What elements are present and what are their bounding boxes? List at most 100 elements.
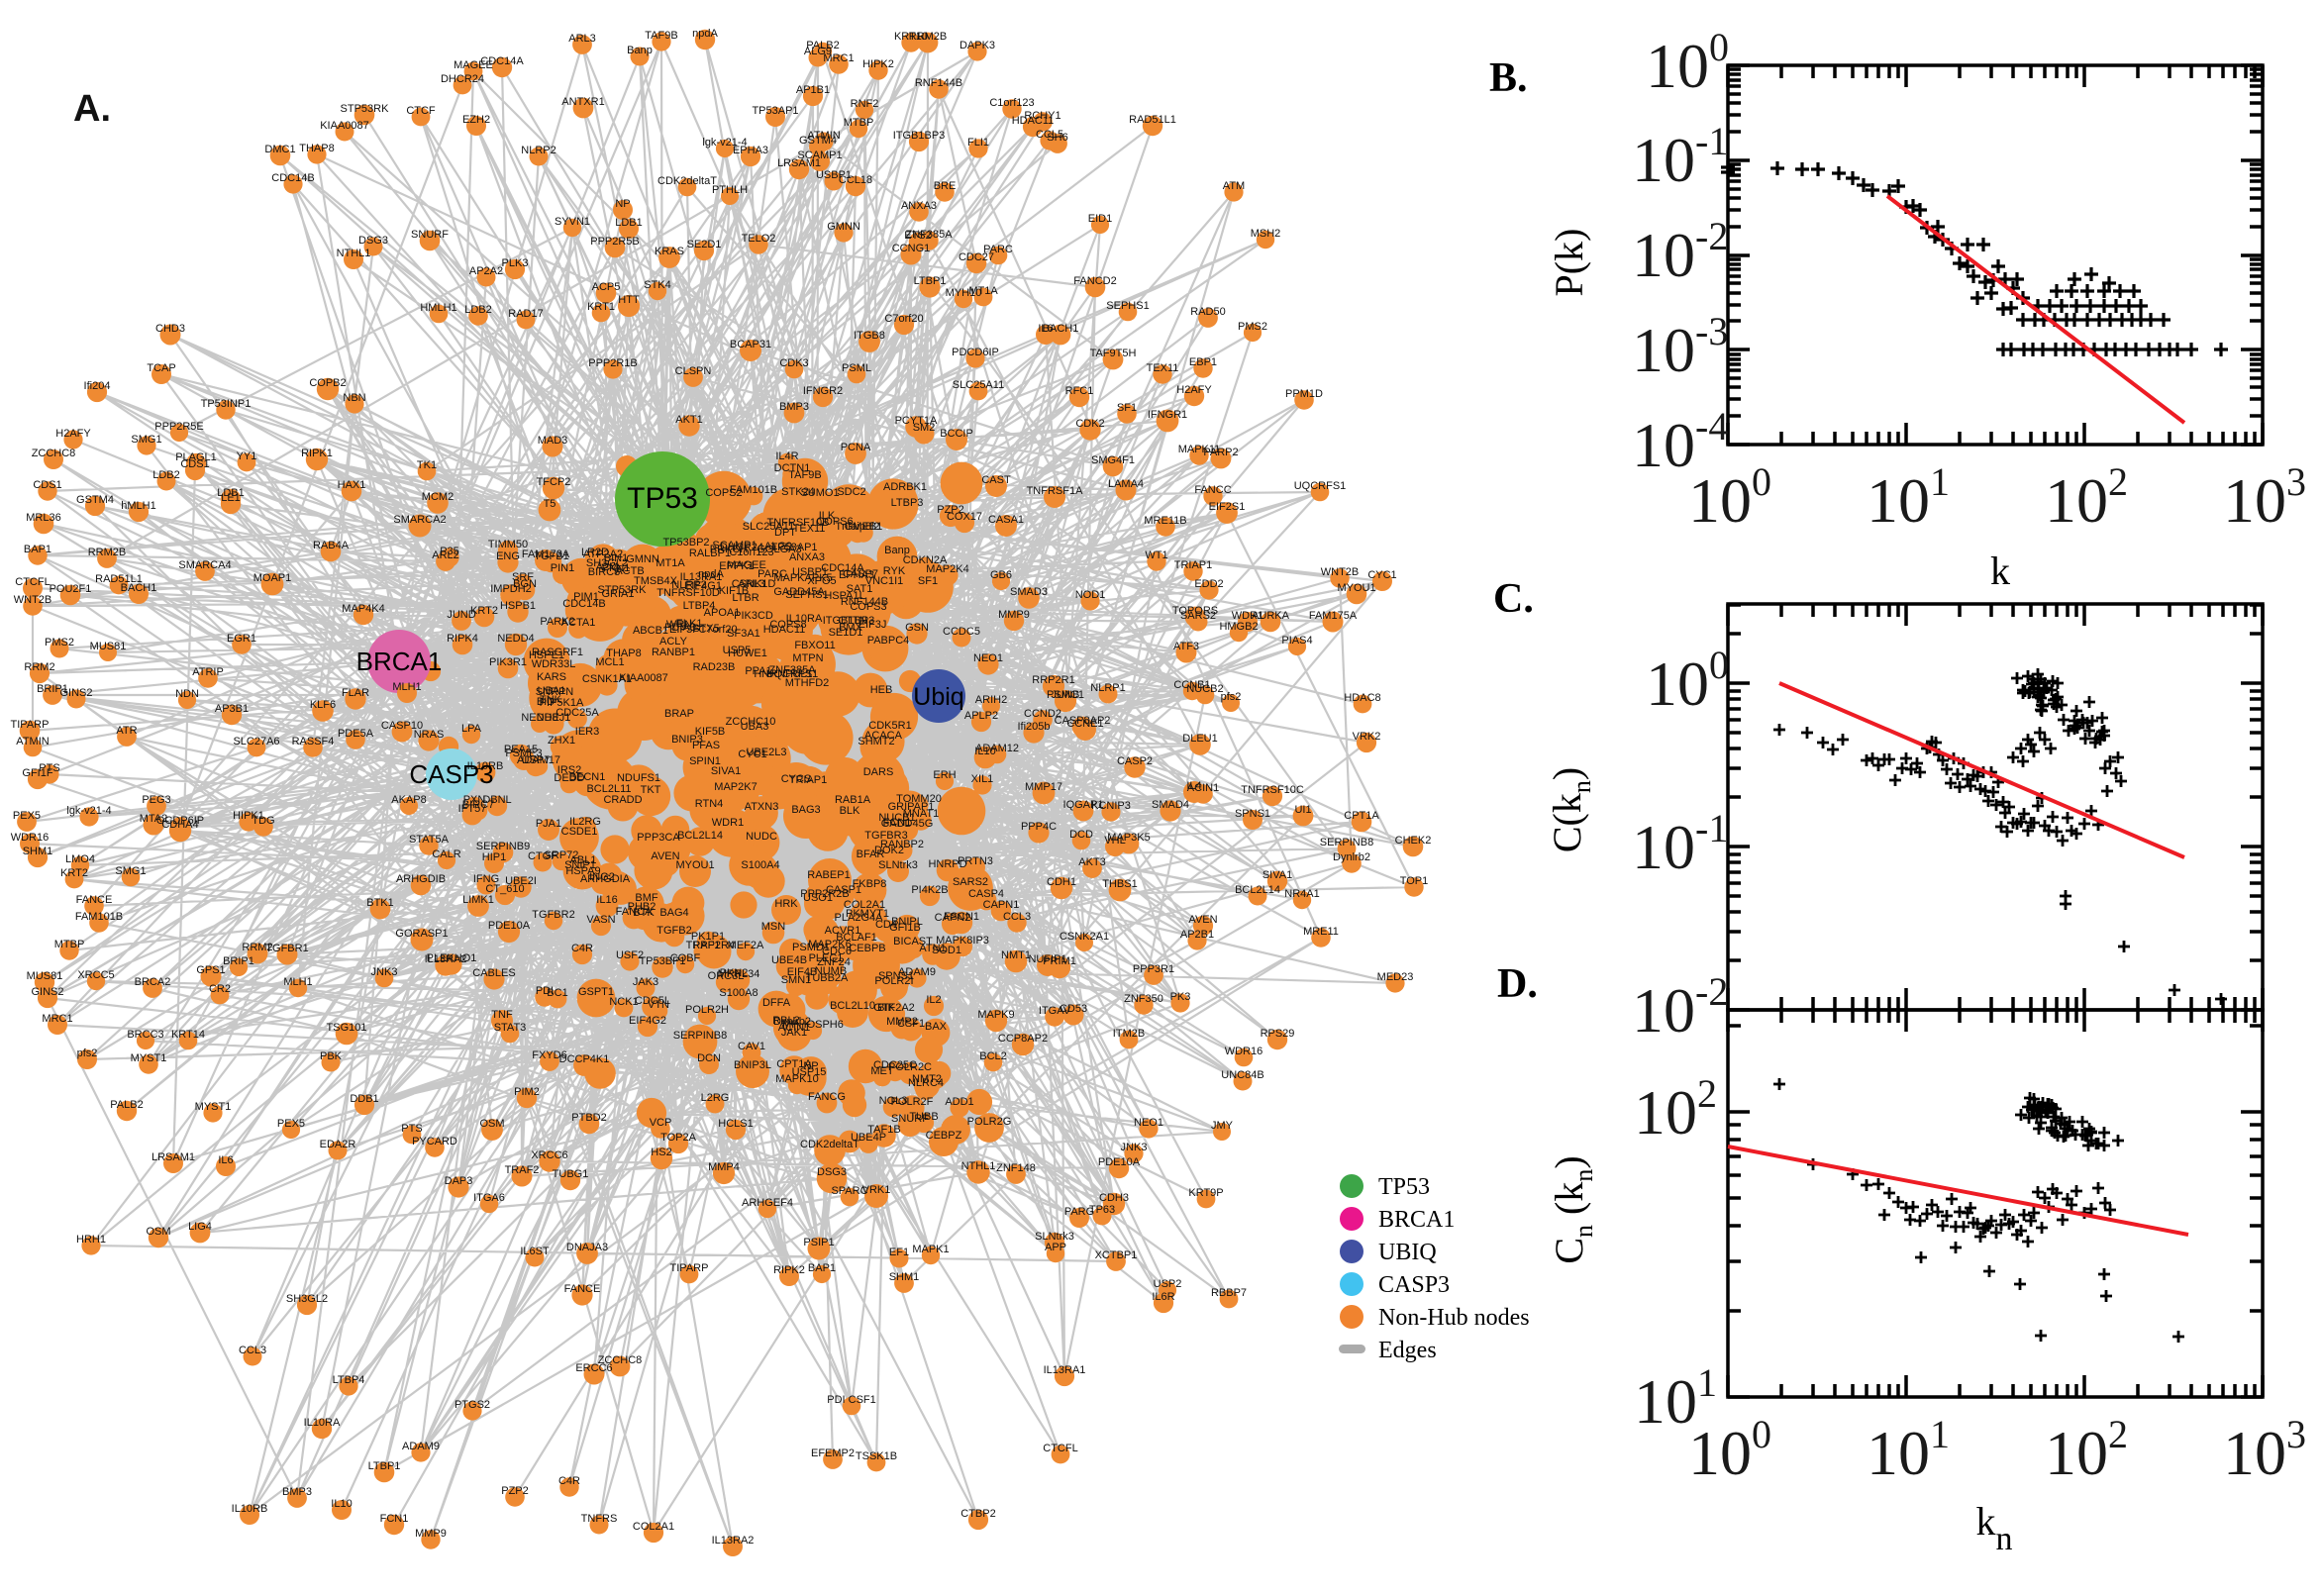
svg-text:TNFRSF10D: TNFRSF10D — [656, 587, 720, 599]
svg-text:GFI1F: GFI1F — [22, 767, 52, 779]
svg-text:EPHA3: EPHA3 — [733, 145, 768, 156]
svg-text:PABPC4: PABPC4 — [867, 635, 910, 647]
svg-text:AVEN: AVEN — [651, 850, 679, 862]
svg-text:PKN2: PKN2 — [720, 967, 749, 979]
svg-text:FANCE: FANCE — [76, 894, 113, 906]
svg-text:KIF1B: KIF1B — [719, 585, 750, 597]
svg-text:SMAD4: SMAD4 — [1152, 799, 1189, 811]
svg-text:HDAC11: HDAC11 — [763, 624, 806, 636]
svg-text:MCM2: MCM2 — [422, 491, 454, 503]
svg-text:SCAMP1: SCAMP1 — [712, 540, 757, 551]
svg-text:BICAST: BICAST — [893, 936, 933, 948]
svg-text:RRP2R1: RRP2R1 — [1032, 674, 1074, 686]
svg-text:SE2D1: SE2D1 — [687, 239, 722, 250]
svg-text:IL2RG: IL2RG — [569, 816, 601, 828]
svg-text:WT1: WT1 — [1145, 549, 1167, 561]
svg-text:PCYT1A: PCYT1A — [895, 415, 938, 427]
svg-text:SLC25A11: SLC25A11 — [953, 379, 1004, 391]
svg-text:APP: APP — [1045, 1242, 1066, 1253]
svg-text:CASP3: CASP3 — [409, 759, 493, 789]
svg-text:PRTN3: PRTN3 — [958, 855, 993, 867]
svg-text:MTBP: MTBP — [54, 939, 85, 950]
svg-text:MEF2A: MEF2A — [728, 940, 764, 951]
svg-text:MAP4K4: MAP4K4 — [342, 603, 384, 615]
svg-text:BCLAF1: BCLAF1 — [836, 932, 877, 944]
svg-text:TNFRSF10B: TNFRSF10B — [767, 517, 830, 529]
svg-text:PDE5A: PDE5A — [338, 728, 374, 740]
svg-text:PMS2: PMS2 — [1238, 321, 1267, 333]
svg-text:FCN1: FCN1 — [380, 1513, 409, 1525]
svg-text:lgk-v21-4: lgk-v21-4 — [66, 805, 111, 817]
svg-text:TFCP2: TFCP2 — [537, 476, 571, 488]
svg-text:DHCR24: DHCR24 — [441, 73, 484, 85]
svg-text:DAP3: DAP3 — [445, 1175, 473, 1187]
svg-text:LR2D: LR2D — [581, 547, 609, 558]
svg-text:Dynlrb2: Dynlrb2 — [773, 1016, 811, 1028]
svg-text:C1orf123: C1orf123 — [729, 547, 773, 558]
svg-text:RBBP7: RBBP7 — [1211, 1287, 1247, 1299]
svg-text:NUFIP1: NUFIP1 — [1028, 953, 1066, 965]
svg-text:Ubiq: Ubiq — [913, 683, 963, 711]
svg-text:BNIPL: BNIPL — [891, 916, 923, 928]
svg-text:TNFRS: TNFRS — [581, 1513, 618, 1525]
svg-text:PK3: PK3 — [1170, 991, 1191, 1003]
svg-text:IL6R: IL6R — [1152, 1291, 1174, 1303]
svg-text:RNF144B: RNF144B — [915, 77, 962, 89]
svg-text:PIAS4: PIAS4 — [1281, 635, 1312, 647]
svg-text:UI1: UI1 — [1294, 804, 1311, 816]
svg-text:FANCD2: FANCD2 — [1073, 275, 1116, 287]
svg-text:STP53RK: STP53RK — [341, 103, 390, 115]
svg-text:IL13RA2: IL13RA2 — [425, 953, 467, 965]
svg-text:DBNL: DBNL — [482, 794, 511, 806]
svg-text:ANTXR1: ANTXR1 — [561, 96, 604, 108]
svg-text:TUBG1: TUBG1 — [553, 1168, 589, 1180]
svg-text:GSPT1: GSPT1 — [578, 986, 614, 998]
svg-text:ITGA6: ITGA6 — [473, 1192, 505, 1204]
svg-text:PKN1: PKN1 — [602, 562, 631, 574]
svg-text:COL2A1: COL2A1 — [844, 899, 885, 911]
svg-text:IL4R: IL4R — [775, 450, 798, 462]
svg-text:NEDD8: NEDD8 — [521, 712, 557, 724]
svg-text:ATMIN: ATMIN — [16, 736, 49, 748]
svg-text:EBP1: EBP1 — [1189, 356, 1217, 368]
svg-text:AKT3: AKT3 — [1078, 856, 1106, 868]
svg-text:SARS2: SARS2 — [953, 876, 988, 888]
svg-text:MAP2K7: MAP2K7 — [714, 781, 757, 793]
svg-text:HRH1: HRH1 — [76, 1234, 106, 1246]
svg-text:AP3B1: AP3B1 — [215, 703, 249, 715]
svg-text:IER3: IER3 — [575, 726, 599, 738]
svg-text:LDB2: LDB2 — [464, 304, 492, 316]
svg-text:MNAT1: MNAT1 — [903, 808, 939, 820]
svg-text:TAF1B: TAF1B — [867, 1124, 900, 1136]
svg-text:USBP1: USBP1 — [816, 169, 852, 181]
svg-text:DLEU1: DLEU1 — [1182, 733, 1217, 745]
svg-text:TNFRSF10C: TNFRSF10C — [1241, 784, 1304, 796]
svg-text:NTHL1: NTHL1 — [337, 248, 371, 259]
svg-text:PDI CSF1: PDI CSF1 — [827, 1394, 876, 1406]
svg-text:ADD1: ADD1 — [945, 1096, 973, 1108]
svg-text:SIVA1: SIVA1 — [1262, 869, 1292, 881]
svg-text:COX17: COX17 — [947, 511, 982, 523]
svg-text:RAB1A: RAB1A — [835, 794, 871, 806]
svg-text:IL13RA1: IL13RA1 — [1044, 1364, 1086, 1376]
svg-text:JUND: JUND — [447, 609, 475, 621]
svg-text:UBE2I: UBE2I — [505, 875, 537, 887]
svg-text:PLEC1: PLEC1 — [809, 952, 844, 964]
svg-text:BCL2L14: BCL2L14 — [1235, 884, 1280, 896]
svg-text:ETS2: ETS2 — [904, 230, 932, 242]
svg-text:YY1: YY1 — [237, 450, 257, 462]
svg-text:PPP2R1B: PPP2R1B — [588, 357, 638, 369]
svg-text:BIN1: BIN1 — [604, 552, 628, 564]
svg-text:HMLH1: HMLH1 — [420, 302, 456, 314]
svg-text:COPS8: COPS8 — [769, 619, 806, 631]
svg-text:BNIP3: BNIP3 — [671, 734, 703, 746]
svg-text:TAF9T5H: TAF9T5H — [1090, 348, 1137, 359]
svg-text:L2RG: L2RG — [701, 1092, 730, 1104]
svg-text:SNURF: SNURF — [411, 229, 449, 241]
svg-text:GINS2: GINS2 — [31, 986, 63, 998]
svg-text:KRT10: KRT10 — [894, 31, 928, 43]
svg-text:BNIP3L: BNIP3L — [734, 1059, 771, 1071]
svg-text:PSML: PSML — [842, 362, 871, 374]
svg-text:FAM173A: FAM173A — [522, 549, 570, 560]
svg-text:ITGAV: ITGAV — [1039, 1005, 1071, 1017]
